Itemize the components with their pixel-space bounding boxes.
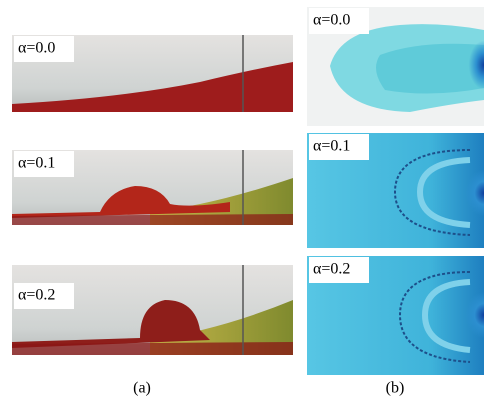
figure: α=0.0 α=0.1 α=0.2 α=0.0 α=0.1 α=0.2 (a) … bbox=[0, 0, 487, 403]
label-a2: α=0.1 bbox=[18, 155, 55, 172]
caption-a: (a) bbox=[133, 380, 151, 397]
label-b3: α=0.2 bbox=[313, 261, 350, 278]
label-b2: α=0.1 bbox=[313, 138, 350, 155]
photo-a3 bbox=[12, 265, 293, 355]
label-b1: α=0.0 bbox=[313, 12, 350, 29]
caption-b: (b) bbox=[386, 380, 405, 397]
label-a1: α=0.0 bbox=[18, 40, 55, 57]
label-a3: α=0.2 bbox=[18, 287, 55, 304]
